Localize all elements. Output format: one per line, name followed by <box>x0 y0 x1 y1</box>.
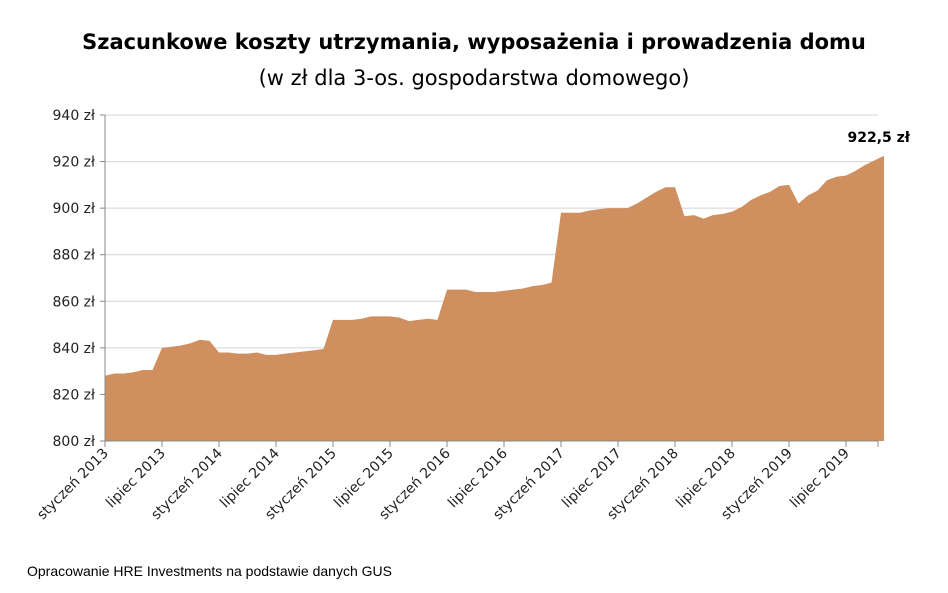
y-tick-label: 920 zł <box>53 155 96 171</box>
y-tick-label: 860 zł <box>53 294 96 310</box>
y-tick-label: 940 zł <box>53 108 96 124</box>
x-tick-label: styczeń 2013 <box>34 446 112 524</box>
y-tick-label: 800 zł <box>53 434 96 450</box>
y-tick-label: 820 zł <box>53 387 96 403</box>
area-series <box>105 155 884 441</box>
chart-subtitle: (w zł dla 3-os. gospodarstwa domowego) <box>258 66 690 90</box>
source-note: Opracowanie HRE Investments na podstawie… <box>27 563 392 579</box>
last-value-label: 922,5 zł <box>847 130 910 146</box>
x-tick-label: lipiec 2019 <box>787 446 853 512</box>
y-tick-label: 900 zł <box>53 201 96 217</box>
y-tick-label: 840 zł <box>53 341 96 357</box>
chart-title: Szacunkowe koszty utrzymania, wyposażeni… <box>82 30 866 54</box>
y-tick-label: 880 zł <box>53 248 96 264</box>
